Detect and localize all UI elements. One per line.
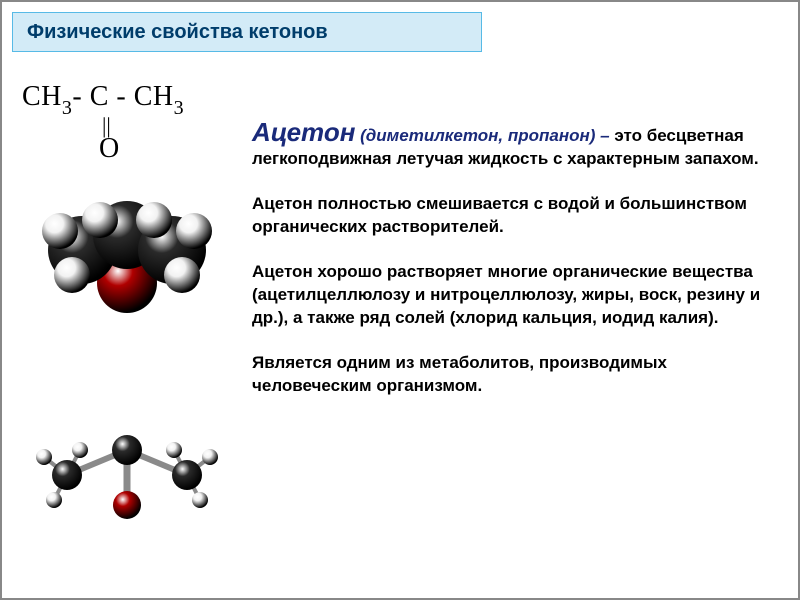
substance-title-line: Ацетон (диметилкетон, пропанон) – это бе… xyxy=(252,117,772,171)
formula-line-1: CH3- C - CH3 xyxy=(22,82,232,117)
right-column: Ацетон (диметилкетон, пропанон) – это бе… xyxy=(252,117,772,398)
molecule-diagrams xyxy=(22,175,232,575)
left-column: CH3- C - CH3 || O xyxy=(22,82,232,575)
paragraph-3: Ацетон хорошо растворяет многие органиче… xyxy=(252,261,772,330)
molecule-svg xyxy=(22,175,232,575)
header-title: Физические свойства кетонов xyxy=(27,21,328,44)
paragraph-4: Является одним из метаболитов, производи… xyxy=(252,352,772,398)
substance-synonyms: (диметилкетон, пропанон) – xyxy=(355,126,614,145)
structural-formula: CH3- C - CH3 || O xyxy=(22,82,232,165)
formula-line-2: || xyxy=(22,117,232,135)
header-band: Физические свойства кетонов xyxy=(12,12,482,52)
substance-name: Ацетон xyxy=(252,117,355,147)
formula-line-3: O xyxy=(22,134,232,165)
paragraph-2: Ацетон полностью смешивается с водой и б… xyxy=(252,193,772,239)
